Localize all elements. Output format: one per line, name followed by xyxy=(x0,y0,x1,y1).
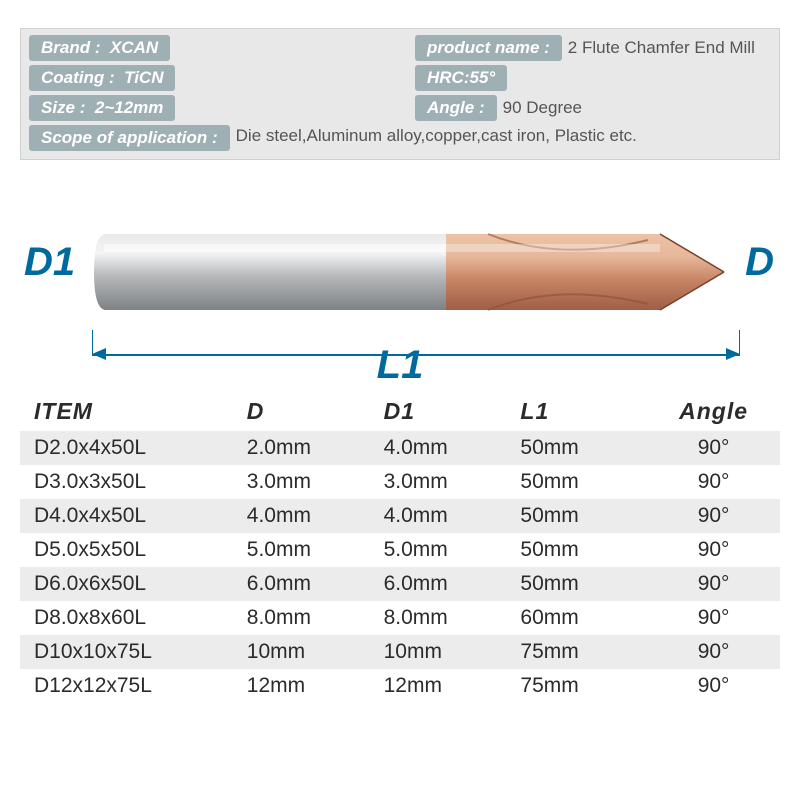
table-cell: 3.0mm xyxy=(233,465,370,499)
table-cell: 6.0mm xyxy=(370,567,507,601)
angle-cell: Angle : 90 Degree xyxy=(415,95,771,121)
table-cell: D8.0x8x60L xyxy=(20,601,233,635)
page: Brand : XCAN product name : 2 Flute Cham… xyxy=(0,0,800,703)
table-cell: 4.0mm xyxy=(370,431,507,465)
table-cell: 60mm xyxy=(506,601,643,635)
hrc-cell: HRC:55° xyxy=(415,65,771,91)
table-cell: D2.0x4x50L xyxy=(20,431,233,465)
col-header-l1: L1 xyxy=(506,392,643,431)
col-header-angle: Angle xyxy=(643,392,780,431)
table-cell: 50mm xyxy=(506,567,643,601)
scope-cell: Scope of application : xyxy=(29,125,230,151)
table-cell: 50mm xyxy=(506,533,643,567)
table-cell: D4.0x4x50L xyxy=(20,499,233,533)
table-cell: 5.0mm xyxy=(370,533,507,567)
table-cell: 90° xyxy=(643,635,780,669)
hrc-label-value: HRC:55° xyxy=(415,65,507,91)
table-row: D2.0x4x50L2.0mm4.0mm50mm90° xyxy=(20,431,780,465)
table-cell: 90° xyxy=(643,431,780,465)
size-label: Size : 2~12mm xyxy=(29,95,175,121)
l1-dim-label: L1 xyxy=(377,343,424,388)
table-row: D12x12x75L12mm12mm75mm90° xyxy=(20,669,780,703)
tool-diagram: D1 D xyxy=(20,204,780,388)
table-row: D5.0x5x50L5.0mm5.0mm50mm90° xyxy=(20,533,780,567)
scope-value: Die steel,Aluminum alloy,copper,cast iro… xyxy=(236,125,771,146)
table-cell: 6.0mm xyxy=(233,567,370,601)
table-cell: D5.0x5x50L xyxy=(20,533,233,567)
size-cell: Size : 2~12mm xyxy=(29,95,409,121)
table-cell: 2.0mm xyxy=(233,431,370,465)
table-cell: 5.0mm xyxy=(233,533,370,567)
table-cell: 50mm xyxy=(506,499,643,533)
table-row: D3.0x3x50L3.0mm3.0mm50mm90° xyxy=(20,465,780,499)
brand-cell: Brand : XCAN xyxy=(29,35,409,61)
product-name-value: 2 Flute Chamfer End Mill xyxy=(568,38,755,58)
table-cell: 4.0mm xyxy=(233,499,370,533)
table-cell: 90° xyxy=(643,465,780,499)
col-header-d1: D1 xyxy=(370,392,507,431)
brand-label: Brand : XCAN xyxy=(29,35,170,61)
table-cell: 10mm xyxy=(233,635,370,669)
table-cell: 10mm xyxy=(370,635,507,669)
table-cell: 4.0mm xyxy=(370,499,507,533)
d1-dim-label: D1 xyxy=(24,240,75,285)
table-cell: D10x10x75L xyxy=(20,635,233,669)
spec-table: ITEM D D1 L1 Angle D2.0x4x50L2.0mm4.0mm5… xyxy=(20,392,780,703)
table-cell: 12mm xyxy=(233,669,370,703)
table-cell: 90° xyxy=(643,499,780,533)
table-cell: 8.0mm xyxy=(233,601,370,635)
table-row: D8.0x8x60L8.0mm8.0mm60mm90° xyxy=(20,601,780,635)
table-cell: 90° xyxy=(643,533,780,567)
scope-label: Scope of application : xyxy=(29,125,230,151)
angle-value: 90 Degree xyxy=(503,98,582,118)
table-cell: 50mm xyxy=(506,465,643,499)
spec-table-head: ITEM D D1 L1 Angle xyxy=(20,392,780,431)
table-row: D4.0x4x50L4.0mm4.0mm50mm90° xyxy=(20,499,780,533)
l1-arrow-right xyxy=(726,348,740,360)
table-cell: 3.0mm xyxy=(370,465,507,499)
tool-illustration xyxy=(88,222,736,322)
table-cell: 50mm xyxy=(506,431,643,465)
table-cell: D3.0x3x50L xyxy=(20,465,233,499)
table-cell: D12x12x75L xyxy=(20,669,233,703)
table-cell: 90° xyxy=(643,669,780,703)
table-cell: D6.0x6x50L xyxy=(20,567,233,601)
table-cell: 75mm xyxy=(506,635,643,669)
coating-label: Coating : TiCN xyxy=(29,65,175,91)
l1-arrow-left xyxy=(92,348,106,360)
table-row: D10x10x75L10mm10mm75mm90° xyxy=(20,635,780,669)
product-name-cell: product name : 2 Flute Chamfer End Mill xyxy=(415,35,771,61)
product-info-box: Brand : XCAN product name : 2 Flute Cham… xyxy=(20,28,780,160)
table-cell: 12mm xyxy=(370,669,507,703)
d-dim-label: D xyxy=(745,240,774,285)
col-header-item: ITEM xyxy=(20,392,233,431)
table-cell: 90° xyxy=(643,601,780,635)
spec-table-body: D2.0x4x50L2.0mm4.0mm50mm90°D3.0x3x50L3.0… xyxy=(20,431,780,703)
table-cell: 90° xyxy=(643,567,780,601)
table-row: D6.0x6x50L6.0mm6.0mm50mm90° xyxy=(20,567,780,601)
table-cell: 75mm xyxy=(506,669,643,703)
product-name-label: product name : xyxy=(415,35,562,61)
angle-label: Angle : xyxy=(415,95,497,121)
col-header-d: D xyxy=(233,392,370,431)
table-cell: 8.0mm xyxy=(370,601,507,635)
coating-cell: Coating : TiCN xyxy=(29,65,409,91)
